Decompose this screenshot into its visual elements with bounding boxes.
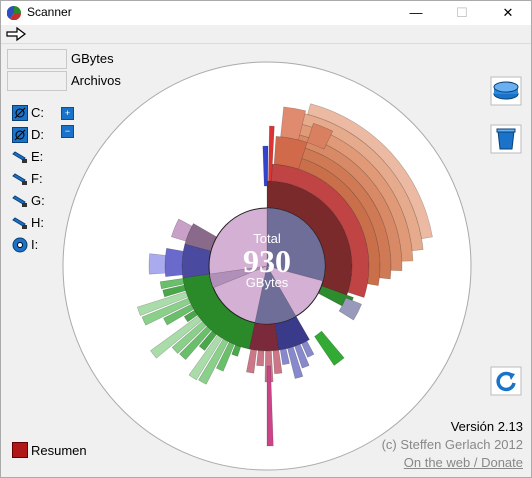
center-title: Total [253,231,281,246]
segment-bottom-leaf-2[interactable] [287,346,304,379]
hard-drive-icon [12,127,28,143]
web-donate-link[interactable]: On the web / Donate [403,455,523,470]
segment-green-leaf-2[interactable] [198,338,229,385]
segment-orange-ring-1[interactable] [280,142,392,280]
center-free-wedge[interactable] [209,265,268,289]
drive-label: H: [31,215,44,230]
summary-label: Resumen [31,443,87,458]
segment-green-leaf-6[interactable] [171,320,207,354]
gbytes-label: GBytes [71,51,114,66]
drive-label: I: [31,237,39,252]
drive-label: G: [31,193,45,208]
removable-drive-icon [12,195,27,207]
segment-red-level2[interactable] [269,163,370,298]
segment-orange-spike-b[interactable] [280,106,307,141]
minimize-button[interactable]: — [409,5,423,20]
version-text: Versión 2.13 [450,419,523,434]
close-button[interactable]: ✕ [502,5,514,20]
disk-usage-chart[interactable]: Total 930 GBytes [61,60,473,472]
segment-pink-spike[interactable] [266,365,274,447]
title-bar: Scanner — ☐ ✕ [1,1,531,25]
removable-drive-icon [12,151,27,163]
segment-bottom-leaf-3[interactable] [279,348,290,366]
segment-orange-ring-2[interactable] [286,132,403,272]
segment-bottom-leaf-1[interactable] [294,343,310,369]
recycle-bin-icon[interactable] [490,124,522,154]
segment-orange-ring-5[interactable] [307,103,433,240]
segment-mauve-level2[interactable] [170,218,193,242]
center-unit: GBytes [245,275,289,290]
credit-text: (c) Steffen Gerlach 2012 [381,437,523,452]
arrow-right-icon[interactable] [5,26,27,42]
segment-bottom-leaf-7[interactable] [246,349,257,374]
segment-bottom-leaf-0[interactable] [301,340,315,358]
segment-bottom-leaf-4[interactable] [272,349,283,375]
segment-green-leaf-7[interactable] [150,315,203,359]
segment-maroon-level1[interactable] [248,322,280,352]
refresh-icon[interactable] [490,366,522,396]
segment-green-leaf-0[interactable] [231,344,242,357]
segment-green-leaf-3[interactable] [188,334,223,381]
files-field [7,71,67,91]
drive-select-icon[interactable] [490,76,522,106]
center-used-wedge-lower[interactable] [254,265,297,325]
segment-purple-level3[interactable] [148,253,166,275]
segment-green-leaf-12[interactable] [162,284,187,298]
segment-orange-spike-c[interactable] [306,122,334,150]
segment-green-leaf-8[interactable] [183,309,198,323]
center-label-group: Total 930 GBytes [209,232,325,290]
segment-green-diag[interactable] [314,330,345,366]
expand-button[interactable]: + [61,107,74,120]
toolbar [1,25,531,44]
segment-orange-ring-4[interactable] [299,112,424,252]
drive-label: D: [31,127,44,142]
optical-drive-icon [12,237,28,253]
collapse-button[interactable]: − [61,125,74,138]
segment-orange-ring-3[interactable] [292,122,414,262]
center-used-wedge[interactable] [266,207,326,282]
summary-icon [12,442,28,458]
segment-green-leaf-4[interactable] [198,330,217,351]
window-title: Scanner [27,5,72,19]
segment-green-leaf-10[interactable] [141,297,192,326]
segment-green-leaf-5[interactable] [179,325,212,361]
drive-label: E: [31,149,44,164]
segment-purple-level2[interactable] [164,247,184,277]
removable-drive-icon [12,217,27,229]
segment-red-thin[interactable] [268,125,275,182]
segment-orange-ring-0[interactable] [275,153,381,286]
drive-label: F: [31,171,43,186]
hard-drive-icon [12,105,28,121]
files-label: Archivos [71,73,121,88]
sunburst-svg[interactable] [61,60,473,472]
app-icon [7,6,21,20]
segment-grey-small[interactable] [338,297,362,321]
segment-green-leaf-9[interactable] [163,303,195,326]
segment-green-leaf-11[interactable] [136,291,189,317]
maximize-button[interactable]: ☐ [456,5,468,20]
main-panel: GBytes Archivos C: D: E: F: G: H: [1,44,531,477]
removable-drive-icon [12,173,27,185]
drive-label: C: [31,105,44,120]
segment-blue-thin[interactable] [262,145,269,187]
segment-green-leaf-13[interactable] [159,278,185,290]
segment-bottom-leaf-6[interactable] [256,350,265,367]
segment-orange-spike-a[interactable] [273,135,308,170]
center-value: 930 [243,243,291,279]
gbytes-field [7,49,67,69]
segment-green-leaf-1[interactable] [215,341,235,372]
